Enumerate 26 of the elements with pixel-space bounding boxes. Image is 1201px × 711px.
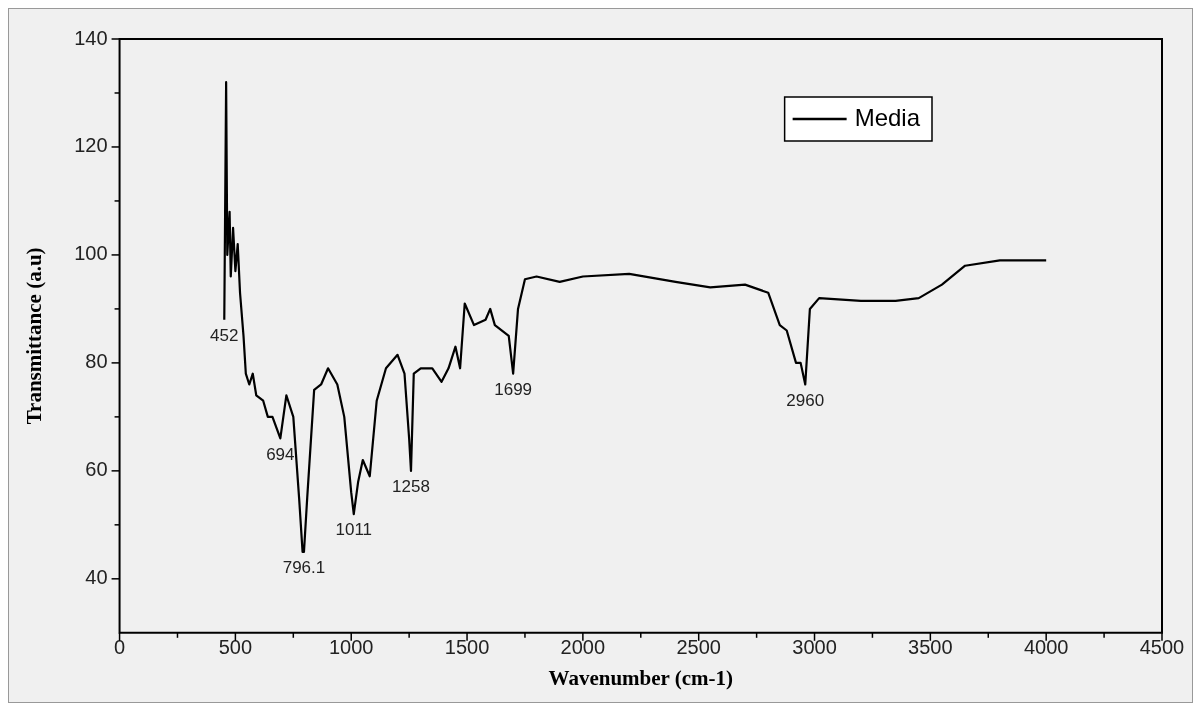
y-tick-label: 60: [85, 458, 108, 481]
annotation: 452: [210, 325, 239, 345]
y-tick-label: 40: [85, 566, 108, 589]
y-tick-label: 140: [74, 26, 108, 49]
x-tick-label: 0: [114, 636, 126, 659]
x-tick-label: 1000: [328, 636, 374, 659]
x-tick-label: 4000: [1023, 636, 1069, 659]
x-tick-label: 1500: [444, 636, 490, 659]
annotation: 2960: [786, 390, 825, 410]
y-tick-label: 80: [85, 350, 108, 373]
y-axis-title: Transmittance (a.u): [22, 247, 47, 425]
x-tick-label: 500: [218, 636, 253, 659]
annotation: 1699: [494, 379, 533, 399]
annotation: 1258: [392, 477, 430, 497]
annotation: 796.1: [282, 558, 326, 578]
annotation: 1011: [335, 520, 373, 540]
y-tick-label: 120: [74, 134, 108, 157]
annotation: 694: [266, 444, 295, 464]
x-axis-title: Wavenumber (cm-1): [548, 665, 734, 690]
x-tick-label: 4500: [1139, 636, 1185, 659]
x-tick-label: 3000: [792, 636, 837, 659]
x-tick-label: 3500: [908, 636, 953, 659]
x-tick-label: 2500: [676, 636, 721, 659]
legend-label: Media: [854, 103, 921, 131]
y-tick-label: 100: [74, 242, 108, 265]
x-tick-label: 2000: [560, 636, 606, 659]
